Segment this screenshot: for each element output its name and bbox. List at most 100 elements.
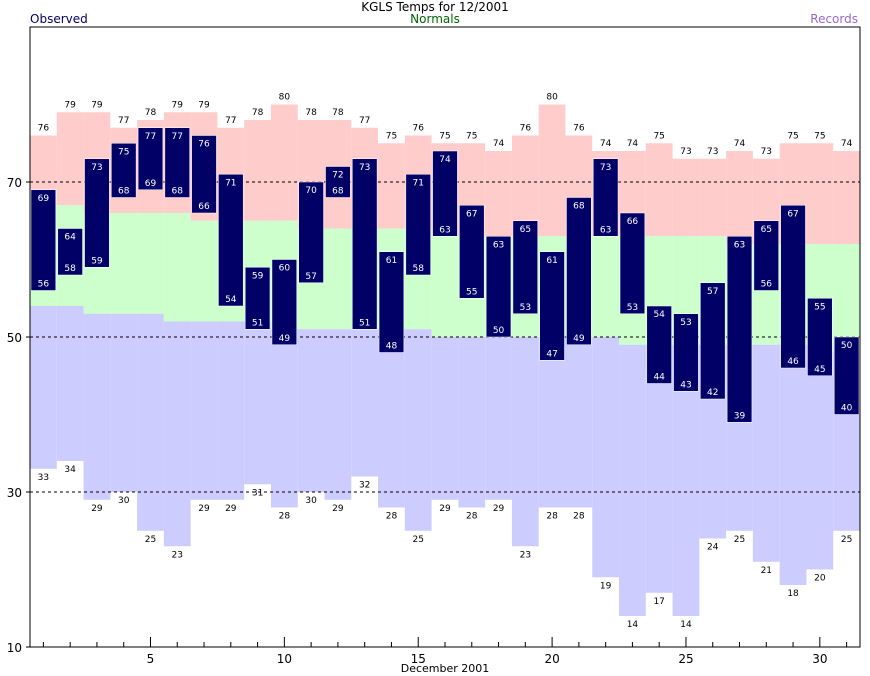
observed-high-label: 76 bbox=[198, 140, 210, 150]
record-high-label: 79 bbox=[172, 100, 184, 110]
observed-low-label: 54 bbox=[225, 295, 237, 305]
observed-low-label: 63 bbox=[439, 225, 450, 235]
observed-bar bbox=[432, 150, 458, 237]
observed-high-label: 53 bbox=[680, 318, 691, 328]
y-tick-label: 10 bbox=[7, 641, 22, 655]
record-low-label: 32 bbox=[359, 481, 370, 491]
record-low-band bbox=[511, 337, 539, 547]
record-low-label: 33 bbox=[38, 473, 49, 483]
record-low-band bbox=[779, 344, 807, 585]
observed-bar bbox=[485, 236, 512, 338]
observed-low-label: 56 bbox=[38, 280, 50, 290]
record-low-band bbox=[324, 329, 352, 500]
observed-high-label: 73 bbox=[91, 163, 102, 173]
record-high-label: 78 bbox=[305, 108, 317, 118]
observed-high-label: 55 bbox=[814, 302, 825, 312]
record-high-label: 75 bbox=[787, 131, 798, 141]
record-low-band bbox=[83, 313, 111, 500]
record-low-label: 29 bbox=[439, 504, 451, 514]
x-axis-label: December 2001 bbox=[401, 662, 490, 675]
record-high-label: 79 bbox=[64, 100, 76, 110]
observed-high-label: 72 bbox=[332, 171, 343, 181]
observed-bar bbox=[218, 174, 244, 307]
observed-high-label: 64 bbox=[64, 233, 76, 243]
x-tick-label: 15 bbox=[411, 652, 426, 666]
observed-bar bbox=[726, 236, 753, 423]
record-low-label: 34 bbox=[64, 465, 76, 475]
observed-bar bbox=[512, 220, 538, 314]
observed-low-label: 53 bbox=[520, 303, 531, 313]
record-high-band bbox=[833, 151, 860, 244]
record-low-label: 28 bbox=[546, 512, 558, 522]
record-high-label: 75 bbox=[653, 131, 664, 141]
record-low-label: 23 bbox=[520, 550, 531, 560]
record-low-label: 24 bbox=[707, 543, 719, 553]
observed-bar bbox=[459, 205, 485, 299]
y-tick-label: 30 bbox=[7, 486, 22, 500]
observed-high-label: 71 bbox=[225, 178, 236, 188]
record-low-band bbox=[137, 313, 164, 531]
observed-low-label: 68 bbox=[118, 187, 130, 197]
observed-bar bbox=[352, 158, 378, 330]
record-high-label: 76 bbox=[412, 124, 424, 134]
record-high-label: 78 bbox=[145, 108, 157, 118]
legend-records: Records bbox=[810, 12, 858, 26]
observed-high-label: 77 bbox=[172, 132, 183, 142]
record-high-label: 77 bbox=[118, 116, 129, 126]
record-low-band bbox=[565, 337, 593, 508]
observed-high-label: 73 bbox=[359, 163, 370, 173]
x-tick-label: 25 bbox=[678, 652, 693, 666]
record-low-label: 14 bbox=[680, 620, 692, 630]
observed-bar bbox=[244, 267, 271, 330]
record-low-band bbox=[458, 337, 486, 508]
observed-bar bbox=[753, 220, 779, 291]
observed-low-label: 50 bbox=[493, 326, 505, 336]
observed-high-label: 67 bbox=[466, 209, 477, 219]
record-low-label: 20 bbox=[814, 574, 826, 584]
observed-high-label: 70 bbox=[305, 186, 317, 196]
observed-high-label: 57 bbox=[707, 287, 718, 297]
record-low-label: 23 bbox=[172, 550, 183, 560]
record-low-label: 21 bbox=[761, 566, 772, 576]
record-high-band bbox=[56, 112, 84, 206]
record-high-label: 80 bbox=[546, 93, 558, 103]
record-high-label: 78 bbox=[332, 108, 344, 118]
record-low-band bbox=[404, 329, 432, 531]
observed-bar bbox=[30, 189, 57, 291]
observed-bar bbox=[84, 158, 110, 268]
chart-title: KGLS Temps for 12/2001 bbox=[361, 0, 509, 14]
observed-high-label: 77 bbox=[145, 132, 156, 142]
record-high-label: 74 bbox=[493, 139, 505, 149]
record-low-band bbox=[431, 337, 459, 500]
observed-high-label: 61 bbox=[546, 256, 557, 266]
observed-low-label: 47 bbox=[546, 349, 557, 359]
observed-bar bbox=[807, 298, 833, 376]
observed-low-label: 53 bbox=[627, 303, 638, 313]
record-high-label: 76 bbox=[520, 124, 532, 134]
observed-low-label: 49 bbox=[279, 334, 291, 344]
record-high-band bbox=[378, 143, 405, 229]
record-high-label: 75 bbox=[439, 131, 450, 141]
record-low-band bbox=[110, 313, 138, 492]
record-high-label: 74 bbox=[627, 139, 639, 149]
observed-bar bbox=[298, 181, 324, 283]
record-low-label: 29 bbox=[225, 504, 237, 514]
record-high-label: 78 bbox=[252, 108, 264, 118]
observed-bar bbox=[700, 282, 726, 400]
record-high-label: 73 bbox=[707, 147, 718, 157]
normal-band bbox=[324, 228, 352, 330]
y-tick-label: 50 bbox=[7, 331, 22, 345]
observed-bar bbox=[833, 336, 860, 415]
observed-bar bbox=[619, 212, 646, 314]
observed-low-label: 40 bbox=[841, 404, 853, 414]
observed-low-label: 42 bbox=[707, 388, 718, 398]
normal-band bbox=[110, 213, 138, 314]
record-low-label: 30 bbox=[305, 496, 317, 506]
record-low-label: 14 bbox=[627, 620, 639, 630]
observed-bar bbox=[271, 259, 297, 345]
record-low-band bbox=[806, 344, 834, 570]
observed-high-label: 60 bbox=[279, 264, 291, 274]
observed-high-label: 75 bbox=[118, 147, 129, 157]
observed-bar bbox=[405, 174, 431, 276]
